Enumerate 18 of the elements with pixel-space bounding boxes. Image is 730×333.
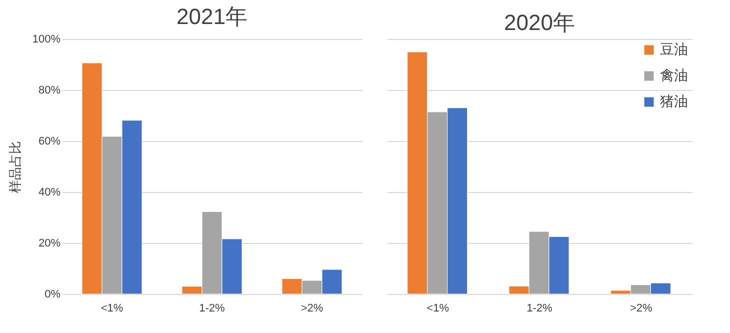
- y-axis-title: 样品占比: [7, 141, 22, 193]
- x-tick-label: <1%: [100, 302, 124, 314]
- y-tick-label: 80%: [38, 84, 61, 96]
- x-tick-label: >2%: [300, 302, 324, 314]
- legend-label: 猪油: [660, 93, 688, 109]
- chart-title: 2021年: [176, 4, 248, 29]
- y-tick-label: 40%: [38, 186, 61, 198]
- x-tick-label: 1-2%: [199, 302, 226, 314]
- y-tick-label: 20%: [38, 238, 61, 250]
- legend-label: 禽油: [660, 67, 688, 83]
- y-tick-label: 100%: [32, 34, 61, 46]
- y-tick-label: 60%: [38, 136, 61, 148]
- x-tick-label: <1%: [426, 302, 450, 314]
- legend-label: 豆油: [660, 41, 688, 57]
- y-tick-label: 0%: [44, 288, 61, 300]
- x-tick-label: 1-2%: [526, 302, 553, 314]
- chart-title: 2020年: [504, 10, 575, 35]
- x-tick-label: >2%: [630, 302, 653, 314]
